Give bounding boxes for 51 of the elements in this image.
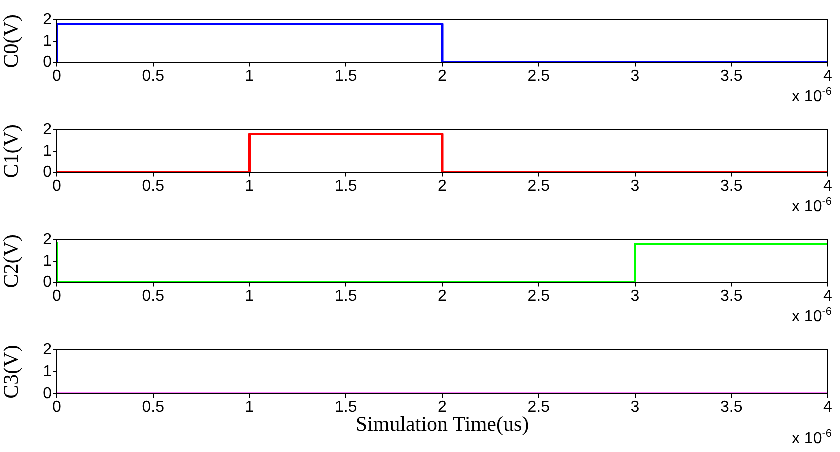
y-tick-label: 2 (43, 341, 52, 358)
x-tick-label: 4 (824, 68, 833, 85)
x-tick-label: 2.5 (528, 399, 550, 416)
y-tick-label: 0 (43, 274, 52, 292)
x-tick-label: 3 (630, 178, 640, 195)
x-tick-label: 2.5 (528, 68, 550, 85)
text: x 10$^{-6}$ (792, 196, 832, 216)
x-tick-label: 1.5 (335, 68, 358, 85)
x-tick-label: 2.5 (528, 288, 550, 305)
y-tick-label: 1 (43, 363, 52, 380)
x-tick-label: 3.5 (720, 399, 743, 416)
y-axis-title: C3(V) (0, 345, 24, 399)
x-tick-label: 3 (630, 399, 640, 416)
text: x 10$^{-6}$ (792, 306, 832, 326)
x-tick-label: 1 (245, 178, 254, 195)
x-tick-label: 4 (824, 288, 833, 305)
x-tick-label: 2 (438, 68, 448, 85)
x-tick-label: 1 (245, 288, 254, 305)
y-tick-label: 1 (43, 142, 52, 160)
y-tick-label: 1 (43, 252, 52, 270)
x-tick-label: 1.5 (335, 399, 358, 416)
x-tick-label: 4 (824, 399, 833, 416)
y-tick-label: 0 (43, 164, 52, 182)
x-tick-label: 4 (824, 178, 833, 195)
x-tick-label: 0.5 (142, 178, 165, 195)
x-tick-label: 3.5 (720, 288, 743, 305)
x-tick-label: 1 (245, 399, 254, 416)
y-tick-label: 1 (43, 32, 52, 50)
x-tick-label: 0.5 (142, 288, 165, 305)
y-tick-label: 0 (43, 385, 52, 402)
x-tick-label: 2 (438, 178, 448, 195)
y-axis-title: C2(V) (0, 234, 24, 288)
x-tick-label: 1 (245, 68, 254, 85)
x-tick-label: 2.5 (528, 178, 550, 195)
x-tick-label: 2 (438, 288, 448, 305)
x-tick-label: 1.5 (335, 178, 358, 195)
y-tick-label: 2 (43, 121, 52, 138)
x-tick-label: 3 (630, 288, 640, 305)
y-tick-label: 0 (43, 54, 52, 72)
x-tick-label: 3 (630, 68, 640, 85)
x-tick-label: 3.5 (720, 68, 743, 85)
y-tick-label: 2 (43, 11, 52, 28)
x-tick-label: 0.5 (142, 68, 165, 85)
y-axis-title: C0(V) (0, 14, 24, 68)
text: x 10$^{-6}$ (792, 86, 832, 106)
y-tick-label: 2 (43, 231, 52, 248)
text: x 10$^{-6}$ (792, 428, 832, 448)
x-tick-label: 1.5 (335, 288, 358, 305)
y-axis-title: C1(V) (0, 124, 24, 178)
x-tick-label: 3.5 (720, 178, 743, 195)
x-tick-label: 0.5 (142, 399, 165, 416)
